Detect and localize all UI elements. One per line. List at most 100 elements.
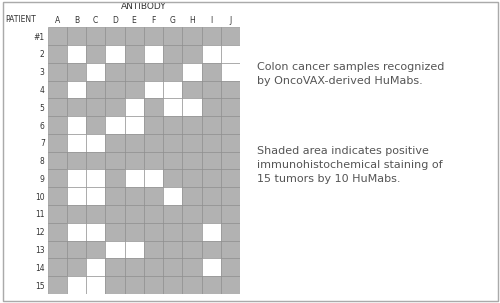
Bar — [124, 134, 144, 152]
Bar — [67, 223, 86, 241]
Bar — [48, 223, 67, 241]
Bar — [67, 169, 86, 187]
Bar — [202, 152, 221, 169]
Text: PATIENT: PATIENT — [5, 15, 36, 24]
Bar — [202, 223, 221, 241]
Bar — [144, 134, 163, 152]
Bar — [202, 27, 221, 45]
Bar — [163, 81, 182, 98]
Bar — [48, 81, 67, 98]
Bar — [124, 276, 144, 294]
Bar — [202, 98, 221, 116]
Bar — [182, 63, 202, 81]
Bar — [86, 27, 105, 45]
Bar — [163, 134, 182, 152]
Bar — [48, 116, 67, 134]
Bar — [105, 81, 124, 98]
Text: Colon cancer samples recognized
by OncoVAX-derived HuMabs.: Colon cancer samples recognized by OncoV… — [258, 62, 444, 86]
Bar — [124, 223, 144, 241]
Bar — [86, 81, 105, 98]
Bar — [105, 205, 124, 223]
Bar — [202, 45, 221, 63]
Bar — [182, 27, 202, 45]
Bar — [144, 116, 163, 134]
Bar — [67, 205, 86, 223]
Bar — [48, 98, 67, 116]
Bar — [105, 116, 124, 134]
Bar — [221, 258, 240, 276]
Bar — [86, 241, 105, 258]
Bar — [144, 27, 163, 45]
Bar — [144, 169, 163, 187]
Bar — [182, 187, 202, 205]
Bar — [86, 45, 105, 63]
Bar — [105, 169, 124, 187]
Bar — [182, 134, 202, 152]
Bar — [163, 258, 182, 276]
Bar — [144, 241, 163, 258]
Bar — [163, 169, 182, 187]
Bar — [105, 27, 124, 45]
Bar — [67, 241, 86, 258]
Bar — [163, 45, 182, 63]
Bar — [48, 152, 67, 169]
Text: Shaded area indicates positive
immunohistochemical staining of
15 tumors by 10 H: Shaded area indicates positive immunohis… — [258, 146, 443, 184]
Bar — [144, 98, 163, 116]
Bar — [182, 205, 202, 223]
Bar — [163, 98, 182, 116]
Bar — [124, 241, 144, 258]
Bar — [144, 258, 163, 276]
Bar — [163, 276, 182, 294]
Bar — [144, 205, 163, 223]
Bar — [124, 187, 144, 205]
Bar — [67, 258, 86, 276]
Bar — [124, 98, 144, 116]
Bar — [221, 152, 240, 169]
Bar — [202, 169, 221, 187]
Bar — [221, 187, 240, 205]
Bar — [182, 98, 202, 116]
Bar — [202, 241, 221, 258]
Bar — [221, 205, 240, 223]
Bar — [163, 187, 182, 205]
Bar — [67, 45, 86, 63]
Bar — [86, 134, 105, 152]
Bar — [202, 116, 221, 134]
Bar — [105, 223, 124, 241]
Bar — [182, 241, 202, 258]
Bar — [221, 98, 240, 116]
Bar — [182, 45, 202, 63]
Bar — [124, 169, 144, 187]
Bar — [221, 276, 240, 294]
Bar — [182, 116, 202, 134]
Bar — [67, 152, 86, 169]
Bar — [67, 98, 86, 116]
Bar — [124, 205, 144, 223]
Bar — [124, 63, 144, 81]
Bar — [124, 258, 144, 276]
Bar — [105, 45, 124, 63]
Bar — [202, 187, 221, 205]
Bar — [67, 116, 86, 134]
Bar — [221, 81, 240, 98]
Bar — [67, 27, 86, 45]
Bar — [67, 276, 86, 294]
Bar — [221, 116, 240, 134]
Bar — [48, 63, 67, 81]
Bar — [124, 27, 144, 45]
Bar — [105, 63, 124, 81]
Bar — [163, 205, 182, 223]
Bar — [144, 81, 163, 98]
Bar — [86, 258, 105, 276]
Bar — [67, 134, 86, 152]
Bar — [163, 27, 182, 45]
Bar — [86, 98, 105, 116]
Bar — [48, 45, 67, 63]
Bar — [105, 258, 124, 276]
Bar — [86, 205, 105, 223]
Bar — [144, 276, 163, 294]
Bar — [202, 205, 221, 223]
Bar — [221, 27, 240, 45]
Bar — [124, 152, 144, 169]
Bar — [67, 63, 86, 81]
